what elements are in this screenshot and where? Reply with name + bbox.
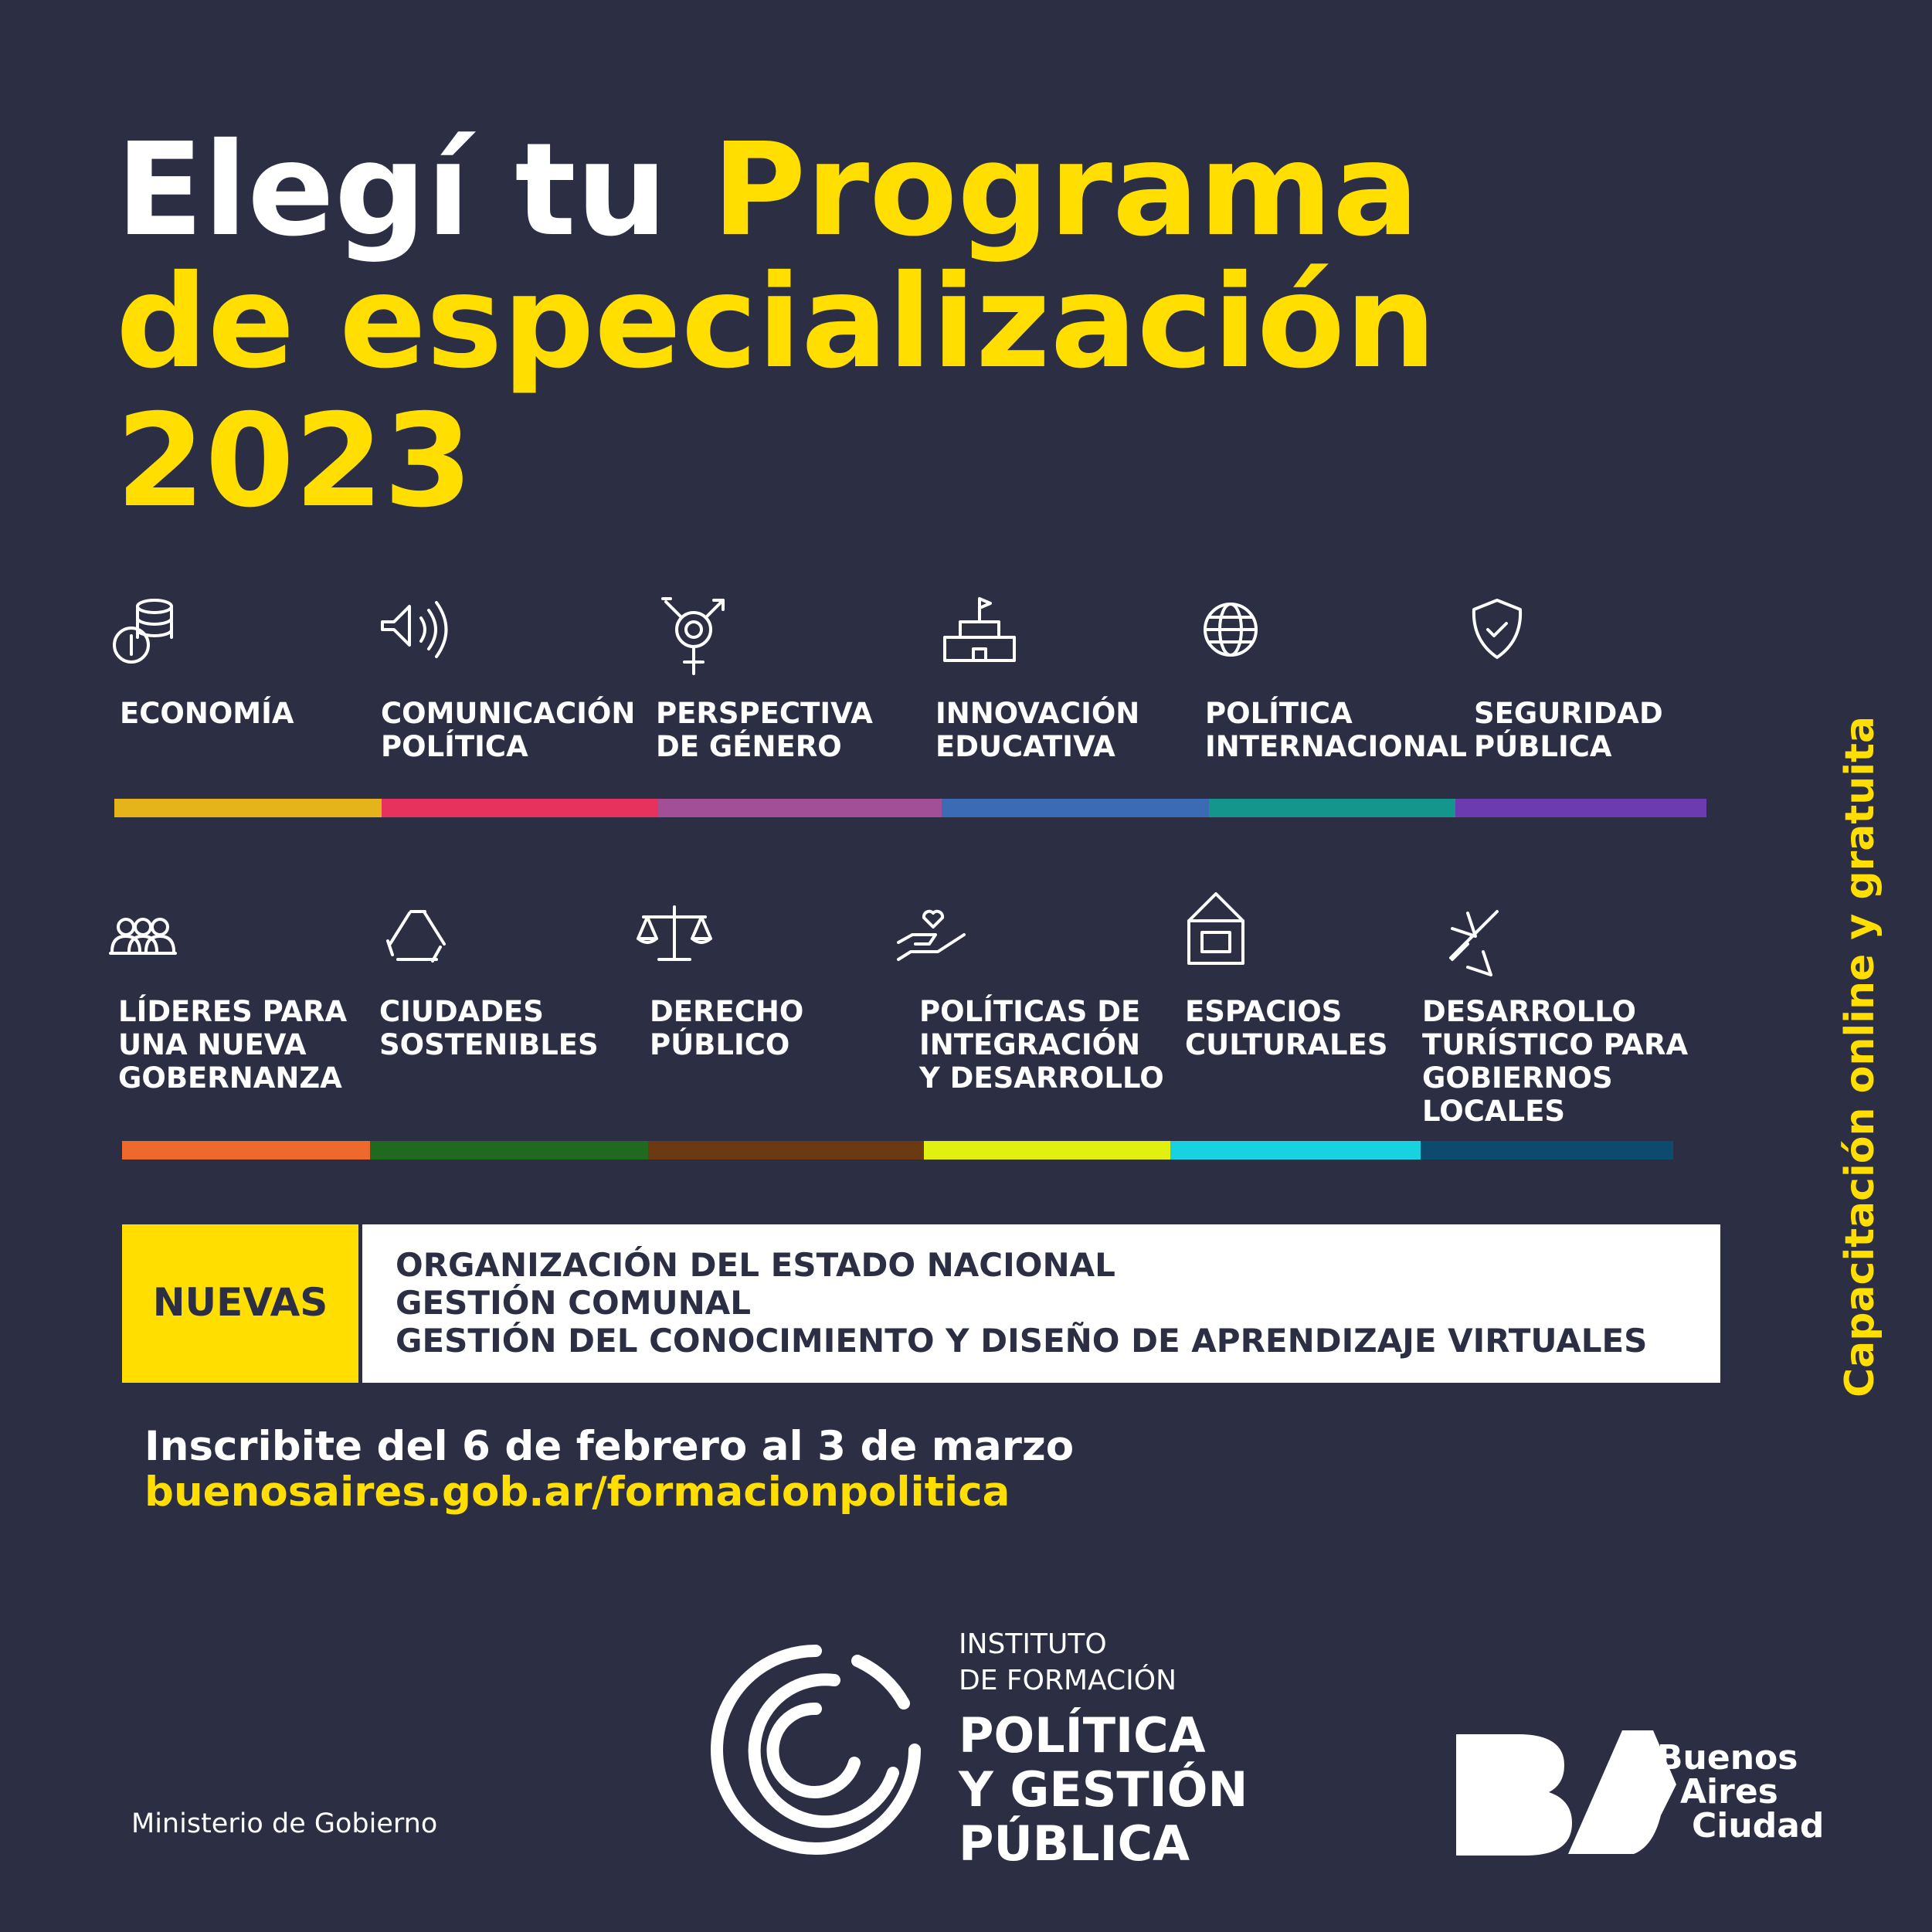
nuevas-tag bbox=[122, 1224, 358, 1383]
program-bar bbox=[370, 1141, 648, 1160]
ba-b bbox=[1456, 1734, 1572, 1856]
program-bar bbox=[382, 799, 658, 817]
program-bar bbox=[1170, 1141, 1421, 1160]
ba-logo: Buenos Aires Ciudad bbox=[1456, 1730, 1824, 1856]
icon-education bbox=[943, 597, 1016, 662]
program-label: INTERNACIONAL bbox=[1205, 730, 1467, 763]
nuevas-item: ORGANIZACIÓN DEL ESTADO NACIONAL bbox=[396, 1245, 1115, 1284]
ba-text: Buenos Aires Ciudad bbox=[1657, 1738, 1824, 1845]
program-label: SOSTENIBLES bbox=[379, 1028, 599, 1061]
icons-row2 bbox=[109, 892, 1499, 976]
program-label: LOCALES bbox=[1422, 1095, 1565, 1128]
inscription-url[interactable]: buenosaires.gob.ar/formacionpolitica bbox=[144, 1469, 1010, 1516]
ba-text-line: Buenos bbox=[1657, 1738, 1798, 1778]
program-label: ECONOMÍA bbox=[120, 696, 294, 730]
icon-globe bbox=[1204, 603, 1258, 657]
program-label: DE GÉNERO bbox=[656, 729, 842, 763]
program-label: DESARROLLO bbox=[1422, 995, 1636, 1028]
ba-text-line: Aires bbox=[1680, 1772, 1778, 1811]
icon-culture bbox=[1187, 892, 1244, 965]
program-bar bbox=[122, 1141, 370, 1160]
icon-communication bbox=[381, 601, 448, 658]
program-bar bbox=[1421, 1141, 1673, 1160]
nuevas-divider bbox=[358, 1224, 362, 1383]
program-label: EDUCATIVA bbox=[935, 730, 1115, 763]
program-label: ESPACIOS bbox=[1185, 995, 1342, 1028]
icon-gender bbox=[661, 597, 725, 675]
nuevas-items: ORGANIZACIÓN DEL ESTADO NACIONAL GESTIÓN… bbox=[396, 1245, 1647, 1360]
inscription-dates: Inscribite del 6 de febrero al 3 de marz… bbox=[144, 1423, 1074, 1470]
nuevas-item: GESTIÓN COMUNAL bbox=[396, 1283, 751, 1322]
title-yellow: Programa bbox=[712, 116, 1419, 265]
program-label: PÚBLICO bbox=[650, 1027, 789, 1061]
program-label: POLÍTICAS DE bbox=[919, 994, 1140, 1028]
title-line1: Elegí tu Programa bbox=[116, 116, 1419, 265]
ba-a bbox=[1568, 1730, 1676, 1854]
ba-text-line: Ciudad bbox=[1692, 1806, 1824, 1845]
institute-small: DE FORMACIÓN bbox=[959, 1664, 1177, 1696]
programs: ECONOMÍA COMUNICACIÓNPOLÍTICAPERSPECTIVAD… bbox=[114, 696, 1706, 1160]
icon-recycle bbox=[386, 910, 446, 963]
program-bar bbox=[648, 1141, 924, 1160]
program-label: GOBERNANZA bbox=[118, 1061, 342, 1095]
program-label: Y DESARROLLO bbox=[918, 1061, 1164, 1095]
icon-economy bbox=[113, 599, 173, 664]
icon-shield bbox=[1472, 599, 1523, 659]
title-line3: 2023 bbox=[116, 387, 473, 536]
program-label: PERSPECTIVA bbox=[656, 697, 873, 730]
program-label: COMUNICACIÓN bbox=[381, 696, 635, 730]
program-label: INNOVACIÓN bbox=[935, 696, 1139, 730]
program-bar bbox=[114, 799, 382, 817]
program-bar bbox=[924, 1141, 1170, 1160]
program-label: CULTURALES bbox=[1185, 1028, 1388, 1061]
icon-law bbox=[637, 905, 712, 961]
program-label: POLÍTICA bbox=[1205, 696, 1353, 730]
program-label: POLÍTICA bbox=[381, 729, 528, 763]
program-bar bbox=[1455, 799, 1706, 817]
title-line2: de especialización bbox=[116, 248, 1436, 397]
program-label: CIUDADES bbox=[379, 995, 544, 1028]
icon-integration bbox=[897, 909, 966, 961]
program-label: PÚBLICA bbox=[1474, 729, 1612, 763]
institute-big: PÚBLICA bbox=[959, 1815, 1190, 1872]
title: Elegí tu Programa de especialización 202… bbox=[116, 116, 1436, 536]
program-label: LÍDERES PARA bbox=[118, 994, 347, 1028]
nuevas-item: GESTIÓN DEL CONOCIMIENTO Y DISEÑO DE APR… bbox=[396, 1321, 1647, 1360]
institute-big: Y GESTIÓN bbox=[958, 1761, 1248, 1818]
nuevas-box: NUEVAS ORGANIZACIÓN DEL ESTADO NACIONAL … bbox=[122, 1224, 1720, 1383]
institute-small: INSTITUTO bbox=[959, 1628, 1107, 1660]
icon-tourism bbox=[1449, 910, 1499, 976]
program-label: INTEGRACIÓN bbox=[919, 1027, 1140, 1061]
program-label: GOBIERNOS bbox=[1422, 1061, 1613, 1095]
program-label: SEGURIDAD bbox=[1474, 697, 1663, 730]
program-label: UNA NUEVA bbox=[118, 1028, 307, 1061]
program-label: DERECHO bbox=[650, 995, 803, 1028]
program-bar bbox=[1209, 799, 1455, 817]
institute-big: POLÍTICA bbox=[959, 1707, 1206, 1764]
ministry: Ministerio de Gobierno bbox=[131, 1808, 437, 1839]
institute-logo bbox=[711, 1645, 921, 1855]
title-white: Elegí tu bbox=[116, 116, 667, 265]
program-bar bbox=[658, 799, 942, 817]
icon-leaders bbox=[109, 918, 177, 955]
program-bar bbox=[942, 799, 1209, 817]
institute-name: INSTITUTO DE FORMACIÓN POLÍTICA Y GESTIÓ… bbox=[958, 1628, 1248, 1872]
side-text: Capacitación online y gratuita bbox=[1837, 716, 1883, 1397]
program-label: TURÍSTICO PARA bbox=[1422, 1027, 1689, 1061]
nuevas-label: NUEVAS bbox=[153, 1280, 328, 1325]
nuevas-panel bbox=[122, 1224, 1720, 1383]
icons-row1 bbox=[113, 597, 1523, 675]
